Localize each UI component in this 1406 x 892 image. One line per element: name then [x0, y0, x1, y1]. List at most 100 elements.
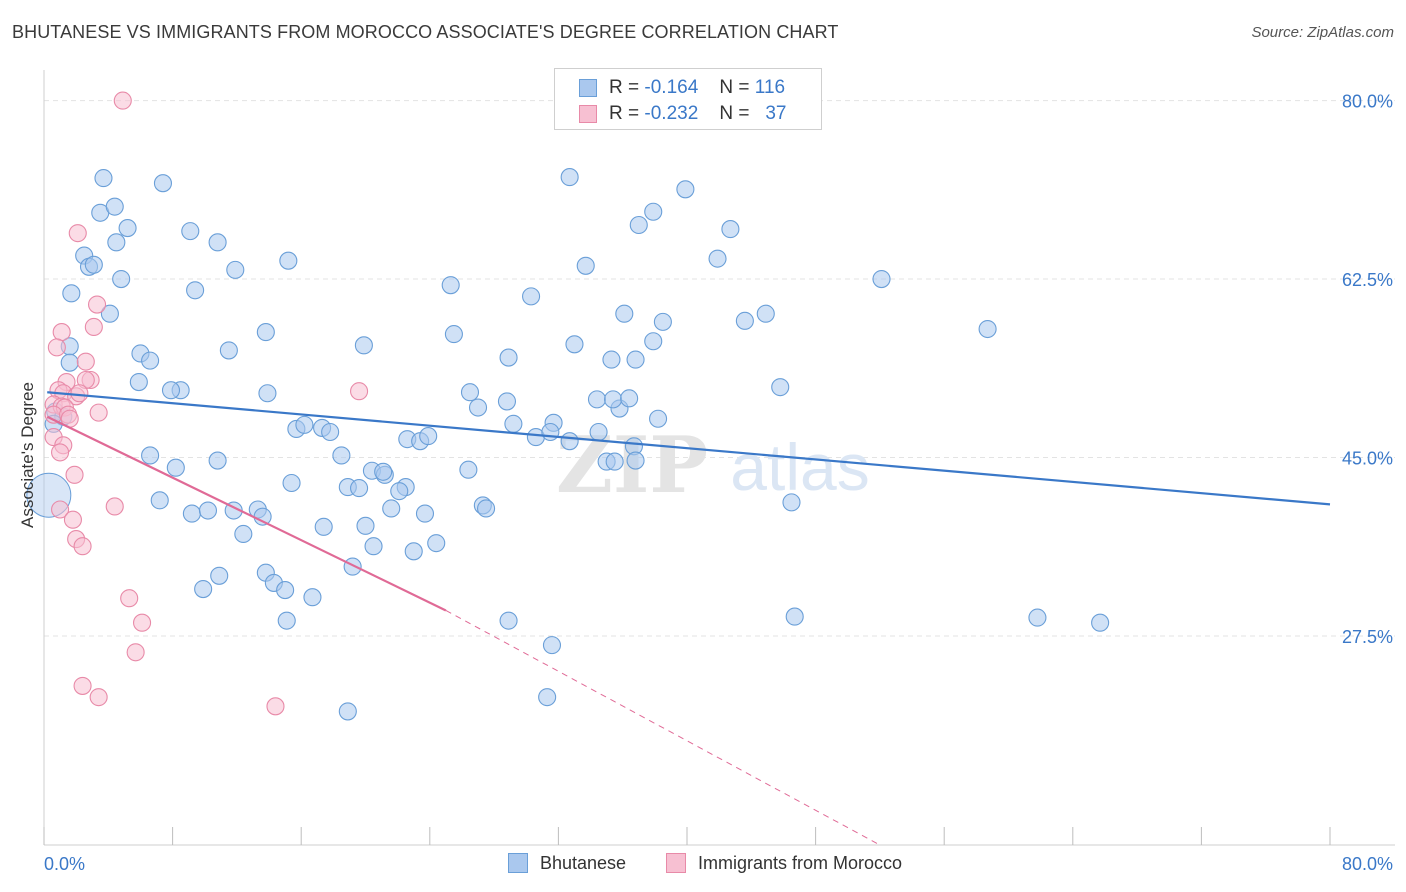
- data-point-bhutanese: [708, 249, 727, 268]
- data-point-bhutanese: [468, 398, 488, 417]
- data-point-bhutanese: [390, 482, 409, 501]
- data-point-bhutanese: [522, 287, 541, 306]
- data-point-bhutanese: [194, 579, 213, 599]
- data-point-bhutanese: [626, 451, 645, 470]
- data-point-morocco: [65, 465, 84, 484]
- data-point-bhutanese: [350, 479, 369, 498]
- data-point-bhutanese: [735, 311, 754, 330]
- data-point-bhutanese: [499, 611, 518, 630]
- data-point-bhutanese: [602, 350, 621, 369]
- data-point-bhutanese: [62, 284, 81, 303]
- data-point-bhutanese: [219, 341, 238, 360]
- y-tick-label: 62.5%: [1342, 270, 1393, 290]
- data-point-bhutanese: [415, 504, 435, 523]
- data-point-morocco: [51, 443, 70, 462]
- morocco-legend-swatch: [666, 853, 686, 873]
- data-point-bhutanese: [460, 383, 480, 402]
- data-point-bhutanese: [978, 319, 997, 339]
- y-tick-label: 80.0%: [1342, 92, 1393, 112]
- data-point-morocco: [120, 589, 139, 608]
- data-point-morocco: [52, 323, 71, 342]
- data-point-bhutanese: [282, 473, 301, 493]
- data-point-bhutanese: [404, 542, 423, 561]
- trend-line-morocco-extension: [445, 610, 881, 846]
- data-point-bhutanese: [427, 534, 446, 553]
- data-point-bhutanese: [129, 372, 148, 392]
- data-point-morocco: [350, 382, 369, 401]
- data-point-bhutanese: [343, 557, 362, 576]
- data-point-bhutanese: [629, 215, 648, 235]
- data-point-bhutanese: [141, 351, 160, 370]
- data-point-bhutanese: [100, 304, 119, 323]
- data-point-bhutanese: [538, 688, 557, 707]
- data-point-morocco: [133, 613, 152, 632]
- data-point-bhutanese: [314, 517, 333, 536]
- data-point-bhutanese: [182, 504, 201, 523]
- r-label: R =: [609, 77, 640, 98]
- data-point-bhutanese: [186, 281, 205, 300]
- bhutanese-legend-swatch: [508, 853, 528, 873]
- data-point-bhutanese: [499, 348, 518, 367]
- data-point-bhutanese: [210, 566, 229, 585]
- data-point-bhutanese: [644, 332, 663, 351]
- data-point-morocco: [73, 537, 92, 556]
- data-point-bhutanese: [354, 336, 373, 355]
- data-point-bhutanese: [589, 422, 608, 442]
- data-point-bhutanese: [303, 588, 322, 607]
- data-point-bhutanese: [785, 607, 804, 626]
- data-point-morocco: [266, 697, 285, 716]
- y-tick-label: 45.0%: [1342, 449, 1393, 469]
- data-point-bhutanese: [560, 432, 579, 451]
- data-point-morocco: [84, 317, 103, 337]
- data-point-bhutanese: [208, 451, 227, 470]
- data-point-bhutanese: [1091, 613, 1110, 632]
- data-point-morocco: [89, 403, 108, 422]
- watermark-atlas: atlas: [730, 430, 869, 504]
- data-point-bhutanese: [107, 233, 126, 252]
- data-point-morocco: [76, 352, 95, 371]
- data-point-bhutanese: [150, 491, 169, 510]
- data-point-bhutanese: [295, 415, 314, 434]
- data-point-bhutanese: [605, 452, 624, 471]
- data-point-bhutanese: [676, 180, 695, 199]
- data-point-morocco: [87, 295, 107, 314]
- data-point-bhutanese: [234, 524, 253, 544]
- data-point-bhutanese: [94, 169, 113, 188]
- data-point-bhutanese: [649, 409, 668, 428]
- data-point-bhutanese: [756, 304, 775, 323]
- data-point-morocco: [47, 338, 66, 357]
- data-point-morocco: [105, 497, 124, 516]
- data-point-bhutanese: [721, 220, 740, 239]
- data-point-bhutanese: [161, 381, 181, 400]
- data-point-bhutanese: [166, 458, 185, 477]
- trend-line-morocco: [46, 415, 447, 612]
- data-point-bhutanese: [382, 499, 401, 518]
- data-point-bhutanese: [626, 350, 645, 369]
- data-point-bhutanese: [587, 390, 607, 409]
- data-point-bhutanese: [560, 168, 579, 187]
- stats-legend: R = -0.164 N = 116 R = -0.232 N = 37: [554, 68, 822, 130]
- data-point-bhutanese: [321, 422, 340, 442]
- data-point-bhutanese: [604, 390, 623, 409]
- y-tick-label: 27.5%: [1342, 627, 1393, 647]
- morocco-swatch: [579, 105, 597, 123]
- data-point-bhutanese: [504, 414, 523, 433]
- r-label: R =: [609, 103, 640, 124]
- x-tick-label: 0.0%: [44, 854, 85, 874]
- n-label: N =: [719, 77, 750, 98]
- data-point-bhutanese: [105, 197, 124, 216]
- data-point-bhutanese: [444, 325, 463, 344]
- data-point-bhutanese: [459, 460, 478, 479]
- data-point-bhutanese: [181, 222, 200, 241]
- data-point-bhutanese: [576, 256, 595, 275]
- data-point-bhutanese: [60, 353, 79, 372]
- data-point-bhutanese: [153, 174, 173, 193]
- data-point-bhutanese: [620, 389, 639, 408]
- data-point-bhutanese: [782, 493, 801, 512]
- data-point-bhutanese: [364, 537, 383, 556]
- source-label: Source: ZipAtlas.com: [1251, 24, 1394, 41]
- data-point-bhutanese: [615, 304, 634, 323]
- data-point-bhutanese: [477, 499, 496, 518]
- data-point-bhutanese: [771, 378, 790, 397]
